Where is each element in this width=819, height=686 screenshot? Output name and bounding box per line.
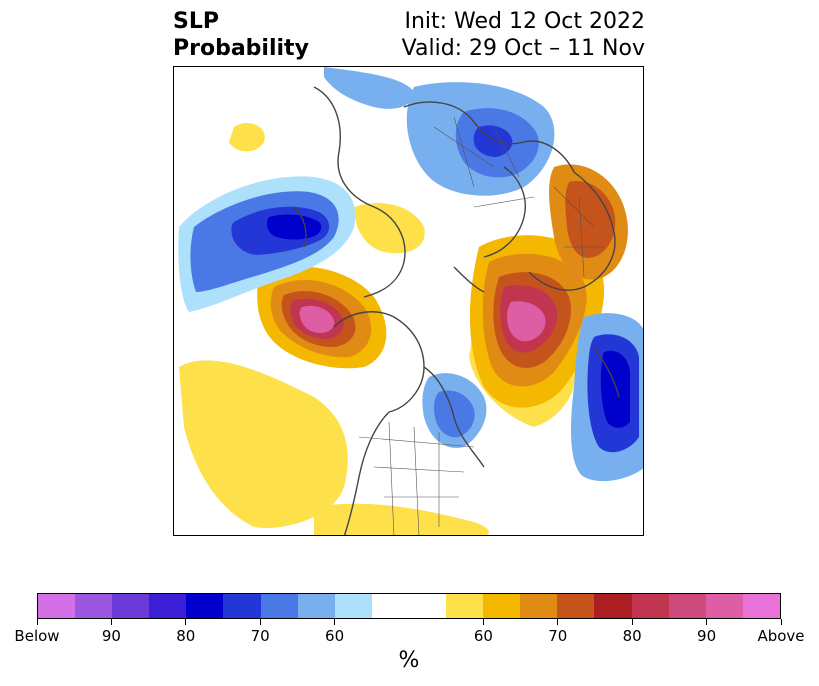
colorbar-tick bbox=[36, 619, 38, 625]
yellow-anomaly-sea bbox=[354, 203, 425, 254]
colorbar-segment bbox=[38, 594, 76, 618]
blue-anomaly-top bbox=[324, 67, 414, 109]
colorbar-segment bbox=[705, 594, 743, 618]
colorbar-unit-label: % bbox=[398, 648, 420, 673]
colorbar-tick-label: 60 bbox=[473, 627, 493, 645]
yellow-anomaly-pacific bbox=[179, 360, 348, 528]
colorbar-tick bbox=[557, 619, 559, 625]
init-date: Init: Wed 12 Oct 2022 bbox=[404, 9, 645, 34]
colorbar-segment bbox=[334, 594, 372, 618]
blue-anomaly-central-south-core bbox=[434, 390, 475, 438]
above-normal-anomaly-areas bbox=[179, 122, 628, 535]
political-borders bbox=[358, 116, 604, 535]
colorbar-tick-label: 90 bbox=[697, 627, 717, 645]
colorbar-tick-label: Below bbox=[14, 627, 60, 645]
colorbar-tick bbox=[110, 619, 112, 625]
colorbar-tick bbox=[706, 619, 708, 625]
colorbar-tick-label: 90 bbox=[101, 627, 121, 645]
valid-date: Valid: 29 Oct – 11 Nov bbox=[401, 36, 645, 61]
blue-anomaly-northwest-deep bbox=[266, 214, 322, 240]
colorbar-tick bbox=[334, 619, 336, 625]
colorbar-segment bbox=[483, 594, 521, 618]
colorbar-segment bbox=[594, 594, 632, 618]
colorbar-tick bbox=[482, 619, 484, 625]
colorbar-tick bbox=[185, 619, 187, 625]
title-line-probability: Probability bbox=[173, 36, 309, 61]
colorbar-segment bbox=[260, 594, 298, 618]
pink-anomaly-west bbox=[299, 305, 335, 333]
colorbar-segment bbox=[408, 594, 447, 618]
coastlines bbox=[293, 86, 620, 535]
colorbar-segment bbox=[223, 594, 261, 618]
polar-map bbox=[173, 66, 644, 536]
colorbar-segment bbox=[631, 594, 669, 618]
colorbar bbox=[37, 593, 781, 619]
red-anomaly-north-east bbox=[565, 181, 616, 258]
yellow-anomaly-greenland bbox=[229, 122, 265, 152]
colorbar-tick-label: 70 bbox=[250, 627, 270, 645]
date-info: Init: Wed 12 Oct 2022 Valid: 29 Oct – 11… bbox=[402, 8, 645, 62]
colorbar-segment bbox=[297, 594, 335, 618]
colorbar-tick bbox=[259, 619, 261, 625]
colorbar-tick-label: 70 bbox=[548, 627, 568, 645]
colorbar-segment bbox=[371, 594, 409, 618]
colorbar-segment bbox=[520, 594, 558, 618]
colorbar-segment bbox=[112, 594, 150, 618]
colorbar-tick bbox=[631, 619, 633, 625]
title-line-slp: SLP bbox=[173, 9, 219, 34]
map-title: SLP Probability bbox=[173, 8, 309, 62]
pink-anomaly-east bbox=[507, 301, 546, 342]
probability-map-svg bbox=[174, 67, 643, 535]
yellow-anomaly-south bbox=[314, 503, 489, 535]
colorbar-segment bbox=[557, 594, 595, 618]
colorbar-segment bbox=[149, 594, 187, 618]
colorbar-tick bbox=[780, 619, 782, 625]
colorbar-segment bbox=[186, 594, 224, 618]
colorbar-segment bbox=[668, 594, 706, 618]
colorbar-tick-label: 80 bbox=[622, 627, 642, 645]
colorbar-segment bbox=[75, 594, 113, 618]
colorbar-segment bbox=[742, 594, 780, 618]
colorbar-tick-label: Above bbox=[757, 627, 805, 645]
colorbar-tick-label: 60 bbox=[325, 627, 345, 645]
colorbar-tick-label: 80 bbox=[176, 627, 196, 645]
colorbar-segment bbox=[446, 594, 484, 618]
